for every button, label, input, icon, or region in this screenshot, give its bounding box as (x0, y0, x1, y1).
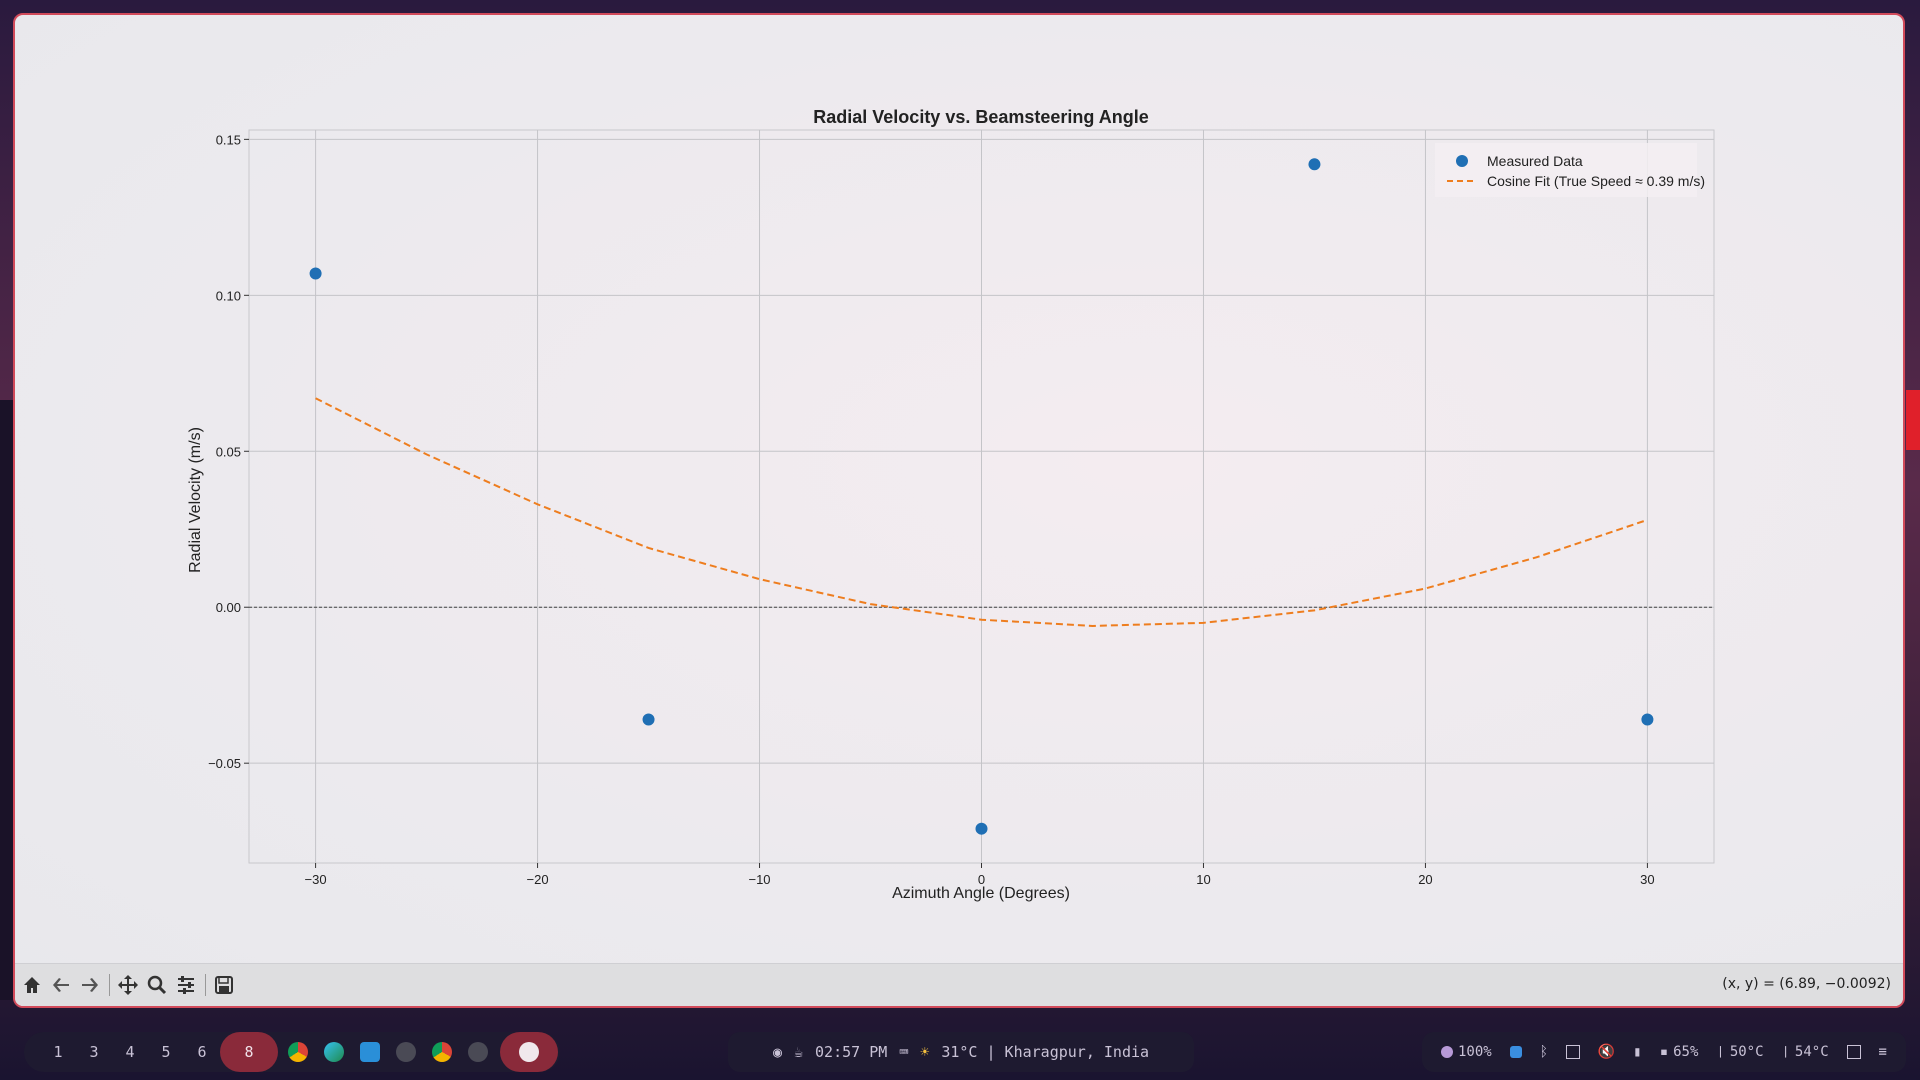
eye-icon: ◉ (772, 1043, 782, 1061)
mic-icon[interactable]: ▮ (1633, 1044, 1642, 1060)
workspace-bar: 1 3 4 5 6 8 (24, 1032, 560, 1072)
measured-data-point (309, 267, 322, 280)
legend-label-fit: Cosine Fit (True Speed ≈ 0.39 m/s) (1487, 173, 1705, 189)
y-tick-label: −0.05 (208, 756, 241, 771)
x-tick-label: 10 (1196, 872, 1210, 887)
y-tick-label: 0.10 (216, 288, 241, 303)
battery-icon: ▪ (1659, 1044, 1669, 1060)
workspace-8[interactable]: 8 (220, 1032, 278, 1072)
back-arrow-icon[interactable] (48, 972, 74, 998)
home-icon[interactable] (19, 972, 45, 998)
battery-indicator: ▪ 65% (1660, 1044, 1699, 1060)
mute-icon[interactable]: 🔇 (1597, 1044, 1616, 1060)
zoom-icon[interactable] (144, 972, 170, 998)
measured-data-point (1308, 158, 1321, 171)
workspace-3[interactable]: 3 (89, 1043, 99, 1061)
legend-label-measured: Measured Data (1487, 153, 1583, 169)
brightness-icon (1440, 1046, 1453, 1058)
brightness-value: 100% (1457, 1044, 1492, 1060)
configure-icon[interactable] (173, 972, 199, 998)
y-tick-label: 0.05 (216, 444, 241, 459)
edge-icon[interactable] (324, 1042, 344, 1062)
gpu-temp-value: 54°C (1794, 1044, 1829, 1060)
window-icon[interactable] (1846, 1045, 1861, 1059)
wallpaper-accent (1906, 390, 1920, 450)
display-icon[interactable] (1565, 1045, 1580, 1059)
chrome-icon[interactable] (432, 1042, 452, 1062)
keyboard-icon: ⌨ (899, 1043, 909, 1061)
toolbar-separator (109, 974, 110, 996)
matplotlib-toolbar: (x, y) = (6.89, −0.0092) (15, 963, 1903, 1006)
bluetooth-icon[interactable]: ᛒ (1539, 1044, 1548, 1060)
measured-data-point (1641, 713, 1654, 726)
cpu-temp-indicator: ❘ 50°C (1716, 1044, 1763, 1060)
terminal-icon[interactable] (468, 1042, 488, 1062)
thermometer-icon: ❘ (1781, 1044, 1790, 1060)
cosine-fit-line (315, 397, 1648, 627)
save-icon[interactable] (211, 972, 237, 998)
x-axis-label: Azimuth Angle (Degrees) (892, 885, 1070, 902)
system-tray: 100% ᛒ 🔇 ▮ ▪ 65% ❘ 50°C ❘ 54°C ≡ (1422, 1032, 1906, 1072)
figure-window: Radial Velocity vs. Beamsteering Angle A… (13, 13, 1905, 1008)
y-axis-label: Radial Velocity (m/s) (187, 427, 204, 573)
coffee-icon: ☕ (793, 1043, 804, 1061)
x-tick-label: −10 (748, 872, 770, 887)
x-tick-label: −30 (305, 872, 327, 887)
chart-canvas: Radial Velocity vs. Beamsteering Angle A… (187, 107, 1715, 902)
vscode-icon[interactable] (360, 1042, 380, 1062)
measured-data-point (642, 713, 655, 726)
battery-value: 65% (1673, 1044, 1699, 1060)
chrome-icon[interactable] (288, 1042, 308, 1062)
x-tick-label: 20 (1418, 872, 1432, 887)
y-tick-label: 0.15 (216, 132, 241, 147)
notification-icon[interactable] (1509, 1046, 1522, 1058)
cursor-coordinates: (x, y) = (6.89, −0.0092) (1722, 976, 1891, 992)
terminal-icon[interactable] (396, 1042, 416, 1062)
app-icon[interactable] (519, 1042, 539, 1062)
forward-arrow-icon[interactable] (77, 972, 103, 998)
cpu-temp-value: 50°C (1729, 1044, 1764, 1060)
menu-icon[interactable]: ≡ (1878, 1044, 1887, 1060)
workspace-4[interactable]: 4 (125, 1043, 135, 1061)
x-tick-label: 0 (978, 872, 985, 887)
brightness-indicator[interactable]: 100% (1440, 1044, 1492, 1060)
legend: Measured Data Cosine Fit (True Speed ≈ 0… (1435, 143, 1705, 197)
toolbar-separator (205, 974, 206, 996)
weather-text: 31°C | Kharagpur, India (941, 1043, 1150, 1061)
legend-marker-measured (1456, 155, 1468, 167)
x-tick-label: 30 (1640, 872, 1654, 887)
thermometer-icon: ❘ (1716, 1044, 1725, 1060)
pan-icon[interactable] (115, 972, 141, 998)
y-tick-label: 0.00 (216, 600, 241, 615)
workspace-1[interactable]: 1 (53, 1043, 63, 1061)
workspace-5[interactable]: 5 (161, 1043, 171, 1061)
clock-text: 02:57 PM (815, 1043, 888, 1061)
workspace-6[interactable]: 6 (197, 1043, 207, 1061)
chart-title: Radial Velocity vs. Beamsteering Angle (813, 107, 1148, 127)
sun-icon: ☀ (920, 1043, 930, 1061)
legend-box (1435, 143, 1697, 197)
x-tick-label: −20 (527, 872, 549, 887)
wallpaper-tree (0, 400, 14, 1000)
status-center: ◉ ☕ 02:57 PM ⌨ ☀ 31°C | Kharagpur, India (728, 1032, 1194, 1072)
measured-data-point (975, 822, 988, 835)
gpu-temp-indicator: ❘ 54°C (1781, 1044, 1828, 1060)
